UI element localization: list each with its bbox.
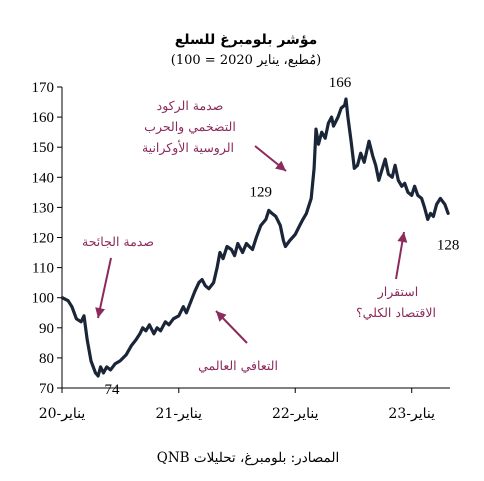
- x-tick-label: يناير-21: [155, 406, 202, 422]
- data-label: 74: [105, 382, 121, 398]
- y-tick-label: 80: [39, 351, 54, 367]
- y-tick-label: 160: [32, 110, 55, 126]
- data-label: 128: [437, 237, 460, 253]
- annotation-stagflation-war-shock: صدمة الركود التضخمي والحرب الروسية الأوك…: [140, 98, 236, 156]
- data-label: 129: [250, 184, 273, 200]
- annotation-macro-stabilization: استقرار الاقتصاد الكلي؟: [356, 284, 436, 320]
- series-line: [60, 97, 450, 378]
- x-tick-label: يناير-23: [388, 406, 435, 422]
- data-label: 166: [329, 75, 352, 91]
- chart-subtitle: (مُطبع، يناير 2020 = 100): [171, 53, 321, 68]
- x-tick-label: يناير-20: [39, 406, 86, 422]
- data-labels: 74 129 166 128: [105, 75, 460, 398]
- arrow-head: [216, 311, 227, 322]
- x-axis-ticks: يناير-20 يناير-21 يناير-22 يناير-23: [39, 388, 435, 422]
- y-tick-label: 110: [32, 261, 54, 277]
- series-layer: [60, 97, 450, 378]
- y-tick-label: 170: [32, 80, 55, 96]
- arrow-head: [95, 307, 105, 318]
- y-tick-label: 150: [32, 140, 55, 156]
- annotation-arrows: [95, 145, 408, 344]
- arrow-head: [275, 160, 286, 171]
- y-tick-label: 90: [39, 321, 54, 337]
- y-tick-label: 120: [32, 231, 55, 247]
- y-axis-ticks: 70 80 90 100 110 120 130 140 150 160 170: [32, 80, 62, 397]
- annotation-pandemic-shock: صدمة الجائحة: [82, 234, 154, 249]
- arrow-head: [397, 232, 408, 243]
- x-tick-label: يناير-22: [272, 406, 319, 422]
- annotation-global-recovery: التعافي العالمي: [198, 358, 278, 373]
- y-tick-label: 70: [39, 381, 54, 397]
- y-tick-label: 140: [32, 170, 55, 186]
- y-tick-label: 130: [32, 200, 55, 216]
- arrow-pandemic-shock: [97, 257, 112, 319]
- chart-title: مؤشر بلومبرغ للسلع: [175, 32, 318, 48]
- chart-source: المصادر: بلومبرغ، تحليلات QNB: [157, 450, 339, 466]
- annotations: صدمة الجائحة التعافي العالمي صدمة الركود…: [82, 98, 436, 373]
- y-tick-label: 100: [32, 291, 55, 307]
